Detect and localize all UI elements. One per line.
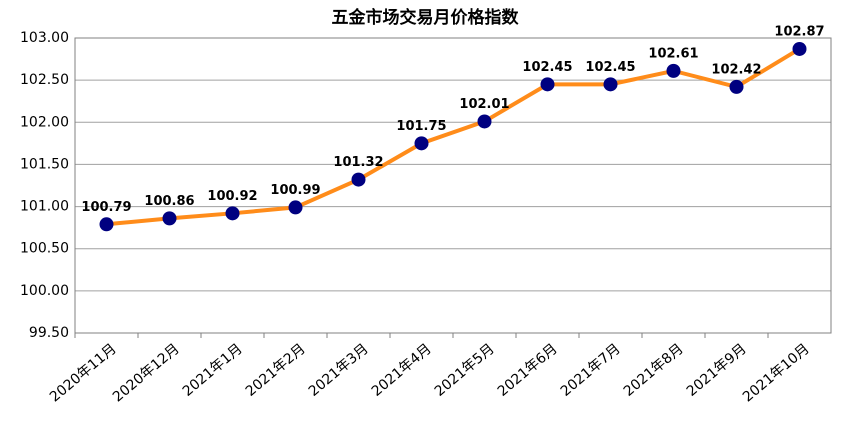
- x-tick-label: 2020年11月: [47, 341, 120, 406]
- x-tick-label: 2021年1月: [180, 341, 246, 400]
- y-tick-label: 103.00: [20, 30, 69, 46]
- x-tick-label: 2021年10月: [740, 341, 813, 406]
- value-label: 102.45: [522, 60, 572, 75]
- x-tick-label: 2021年8月: [621, 341, 687, 400]
- x-tick-label: 2021年6月: [495, 341, 561, 400]
- value-label: 100.92: [207, 189, 257, 204]
- x-tick-label: 2021年7月: [558, 341, 624, 400]
- marker: [225, 206, 240, 221]
- y-tick-label: 102.00: [20, 114, 69, 130]
- marker: [792, 41, 807, 56]
- value-label: 101.75: [396, 119, 446, 134]
- value-label: 100.79: [81, 200, 131, 215]
- x-tick-label: 2021年4月: [369, 341, 435, 400]
- x-tick-label: 2020年12月: [110, 341, 183, 406]
- value-label: 102.42: [711, 62, 761, 77]
- y-tick-label: 100.00: [20, 283, 69, 299]
- value-label: 102.87: [774, 24, 824, 39]
- y-tick-label: 101.50: [20, 156, 69, 172]
- y-tick-label: 100.50: [20, 241, 69, 257]
- marker: [603, 77, 618, 92]
- y-tick-label: 102.50: [20, 72, 69, 88]
- x-tick-label: 2021年9月: [684, 341, 750, 400]
- y-tick-label: 101.00: [20, 199, 69, 215]
- value-label: 102.61: [648, 46, 698, 61]
- marker: [414, 136, 429, 151]
- marker: [666, 63, 681, 78]
- line: [106, 47, 801, 227]
- y-tick-label: 99.50: [29, 325, 69, 341]
- marker: [351, 172, 366, 187]
- x-tick-label: 2021年5月: [432, 341, 498, 400]
- marker: [162, 211, 177, 226]
- value-label: 101.32: [333, 155, 383, 170]
- x-tick-label: 2021年2月: [243, 341, 309, 400]
- marker: [288, 200, 303, 215]
- x-tick-label: 2021年3月: [306, 341, 372, 400]
- value-label: 102.45: [585, 60, 635, 75]
- marker: [99, 217, 114, 232]
- marker: [540, 77, 555, 92]
- value-label: 102.01: [459, 97, 509, 112]
- marker: [477, 114, 492, 129]
- value-label: 100.86: [144, 194, 194, 209]
- chart-title: 五金市场交易月价格指数: [332, 7, 520, 28]
- value-label: 100.99: [270, 183, 320, 198]
- marker: [729, 79, 744, 94]
